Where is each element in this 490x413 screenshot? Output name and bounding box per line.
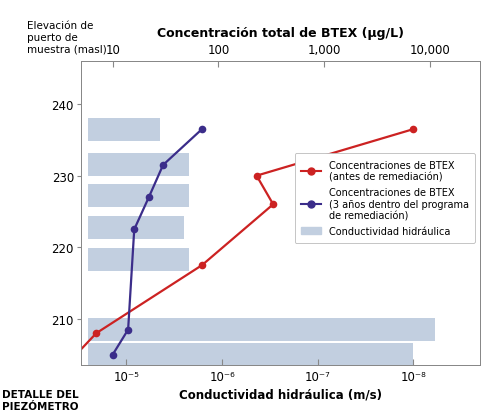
Bar: [88, 154, 189, 177]
Text: Elevación de
puerto de
muestra (masl): Elevación de puerto de muestra (masl): [27, 21, 107, 55]
Legend: Concentraciones de BTEX
(antes de remediación), Concentraciones de BTEX
(3 años : Concentraciones de BTEX (antes de remedi…: [294, 154, 475, 244]
Bar: [88, 216, 184, 239]
Bar: [88, 343, 414, 366]
Bar: [88, 185, 189, 208]
Text: DETALLE DEL
PIEZÓMETRO: DETALLE DEL PIEZÓMETRO: [2, 389, 79, 411]
X-axis label: Concentración total de BTEX (μg/L): Concentración total de BTEX (μg/L): [157, 27, 404, 40]
X-axis label: Conductividad hidráulica (m/s): Conductividad hidráulica (m/s): [179, 387, 382, 401]
Bar: [88, 248, 189, 271]
Bar: [88, 318, 435, 341]
Bar: [88, 119, 160, 141]
